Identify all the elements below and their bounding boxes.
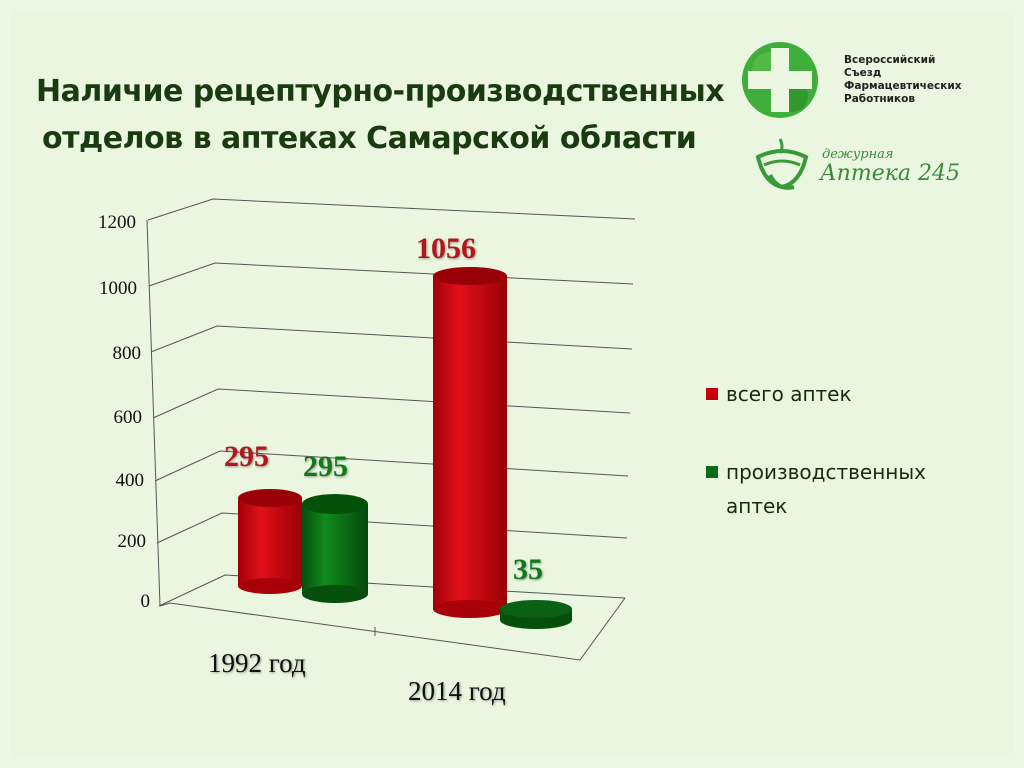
legend-label-production: производственных [726,460,927,484]
gridlines [146,198,636,661]
label-1992-total: 295 [224,440,269,473]
congress-logo: Всероссийский Съезд Фармацевтических Раб… [740,40,990,120]
slide [10,10,1014,758]
y-tick-0: 0 [140,591,151,612]
y-tick-1000: 1000 [99,278,137,299]
category-1992: 1992 год [208,648,306,678]
legend-swatch-green [706,465,718,478]
bar-1992-production [302,494,368,603]
y-tick-200: 200 [117,531,147,552]
y-tick-400: 400 [115,470,145,491]
label-2014-production: 35 [513,553,543,586]
green-cross-icon [742,42,818,118]
title-line-2: отделов в аптеках Самарской области [42,121,697,156]
mortar-leaf-icon [755,138,809,190]
congress-line-3: Фармацевтических [844,80,962,92]
legend-item-total: всего аптек [706,382,852,406]
bar-2014-production [500,600,572,629]
legend-swatch-red [706,387,718,400]
bar-1992-total [238,489,302,594]
y-tick-1200: 1200 [98,212,136,233]
label-1992-production: 295 [303,450,348,483]
y-tick-600: 600 [113,407,143,428]
pharmacy-logo: дежурная Аптека 245 [750,135,990,195]
bar-2014-total [433,267,507,618]
congress-line-1: Всероссийский [844,54,936,66]
legend-label-production-line2: аптек [726,494,788,518]
page-title: Наличие рецептурно-производственных отде… [36,68,725,162]
title-line-1: Наличие рецептурно-производственных [36,74,725,109]
pharmacy-small-text: дежурная [822,147,894,162]
legend-label-total: всего аптек [726,382,852,406]
congress-line-4: Работников [844,93,916,105]
category-2014: 2014 год [408,676,506,706]
congress-line-2: Съезд [844,67,882,79]
pharmacy-large-text: Аптека 245 [820,161,960,186]
label-2014-total: 1056 [416,232,476,265]
legend-item-production: производственных [706,460,926,484]
y-tick-800: 800 [112,343,142,364]
